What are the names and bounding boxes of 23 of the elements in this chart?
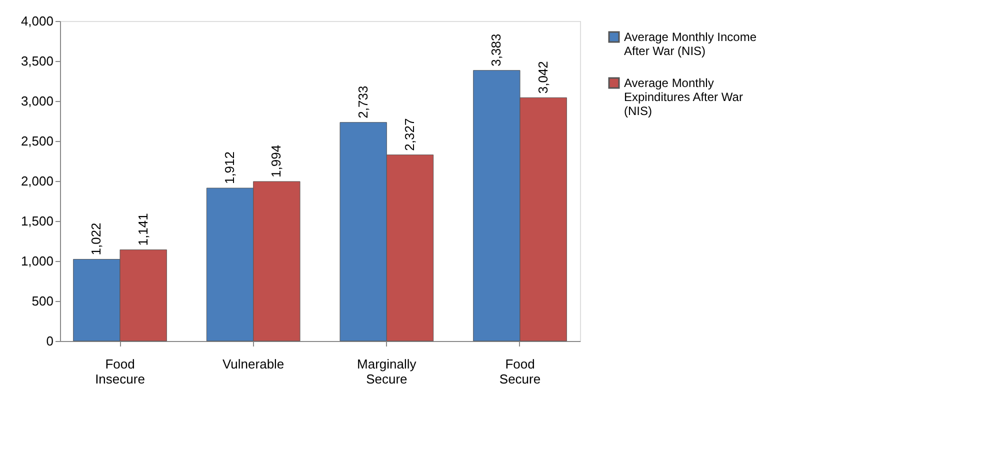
legend-label: Average Monthly Expinditures After War (NIS): [624, 76, 743, 118]
y-tick-label: 0: [46, 334, 54, 348]
data-label: 3,042: [535, 61, 550, 94]
y-tick-label: 500: [32, 294, 54, 308]
x-tick-label: Food Insecure: [95, 356, 145, 386]
x-tick-label: Food Secure: [499, 356, 541, 386]
data-label: 2,733: [355, 86, 370, 118]
y-tick-label: 1,500: [20, 214, 54, 228]
y-tick-label: 3,500: [20, 54, 54, 68]
y-tick-label: 3,000: [20, 94, 54, 108]
data-label: 1,994: [268, 144, 284, 178]
x-tick-label: Vulnerable: [222, 356, 284, 372]
data-label: 2,327: [402, 118, 417, 151]
data-label: 1,022: [88, 222, 104, 256]
legend-label: Average Monthly Income After War (NIS): [624, 30, 757, 58]
y-tick-label: 1,000: [20, 254, 54, 268]
data-label: 3,383: [488, 34, 504, 66]
x-tick-label: Marginally Secure: [357, 356, 417, 386]
data-label: 1,912: [222, 151, 237, 184]
y-tick-label: 4,000: [20, 14, 54, 28]
y-tick-label: 2,500: [20, 134, 54, 148]
y-tick-label: 2,000: [20, 174, 54, 188]
data-label: 1,141: [135, 213, 150, 246]
